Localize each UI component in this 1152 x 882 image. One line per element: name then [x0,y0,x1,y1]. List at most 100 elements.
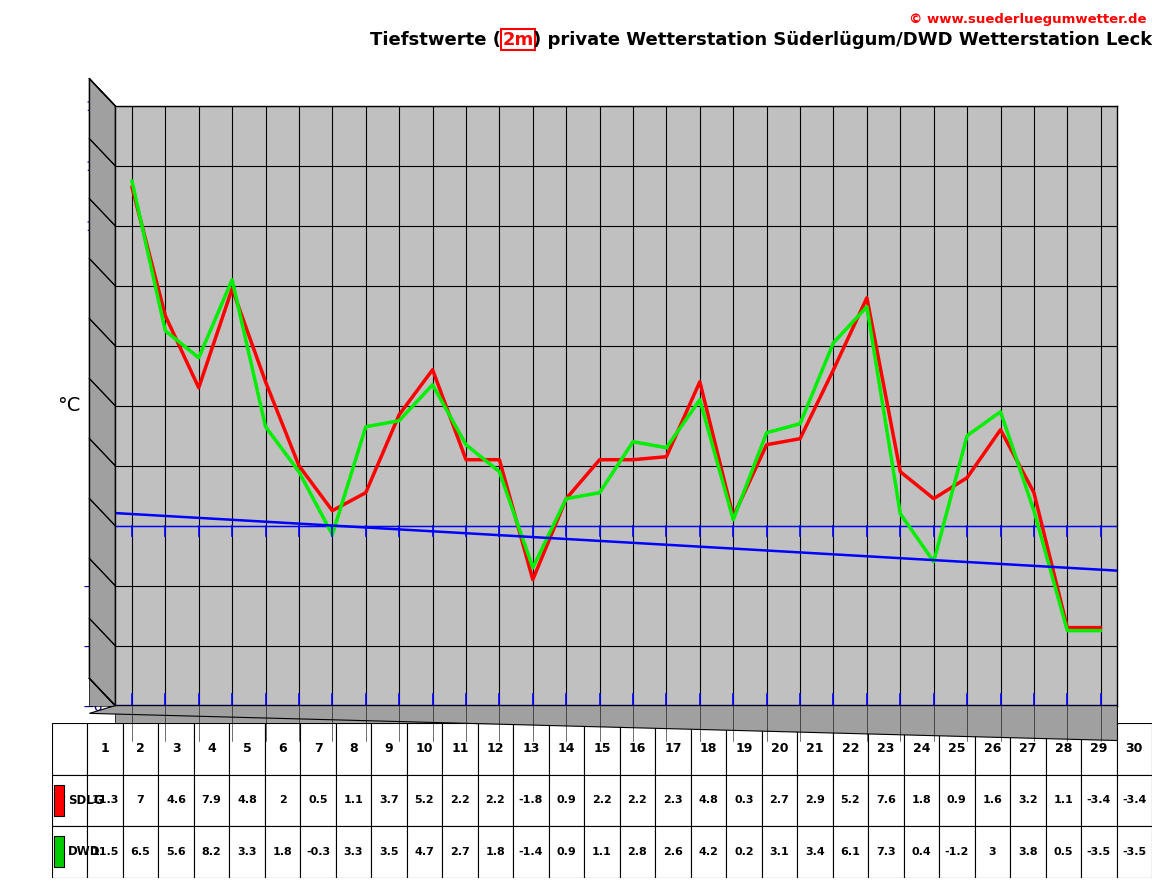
Bar [620,774,655,826]
Text: 2.2: 2.2 [592,796,612,805]
Bar [1046,826,1081,878]
Text: 9: 9 [385,743,393,756]
Text: 2.2: 2.2 [450,796,470,805]
Bar [158,774,194,826]
Bar [939,774,975,826]
Bar [229,723,265,774]
Text: 14: 14 [558,743,575,756]
Text: 4.6: 4.6 [166,796,187,805]
Text: 5.6: 5.6 [166,847,185,857]
Text: 6.5: 6.5 [130,847,151,857]
Text: 27: 27 [1020,743,1037,756]
Text: 3.1: 3.1 [770,847,789,857]
Text: 2.9: 2.9 [805,796,825,805]
Bar [88,774,123,826]
Text: 2.6: 2.6 [662,847,683,857]
Bar [229,826,265,878]
Bar [335,826,371,878]
Text: 15: 15 [593,743,611,756]
Bar [797,774,833,826]
Bar [1081,723,1116,774]
Text: 0.9: 0.9 [947,796,967,805]
Text: 0.9: 0.9 [556,847,576,857]
Text: -3.5: -3.5 [1086,847,1111,857]
Bar [123,826,158,878]
Text: -3.4: -3.4 [1122,796,1146,805]
Bar [1081,826,1116,878]
Bar [335,723,371,774]
Bar [1046,723,1081,774]
Text: -3.4: -3.4 [1086,796,1111,805]
Bar [54,785,65,816]
Text: 16: 16 [629,743,646,756]
Bar [869,826,903,878]
Text: 1: 1 [100,743,109,756]
Bar [265,723,301,774]
Bar [975,723,1010,774]
Text: -1.8: -1.8 [518,796,543,805]
Text: 26: 26 [984,743,1001,756]
Bar [620,826,655,878]
Text: 3.3: 3.3 [237,847,257,857]
Text: 0.3: 0.3 [734,796,753,805]
Text: 2.2: 2.2 [628,796,647,805]
Text: 24: 24 [912,743,930,756]
Bar [301,826,335,878]
Text: 0.5: 0.5 [1054,847,1073,857]
Text: 13: 13 [522,743,539,756]
Text: 12: 12 [486,743,505,756]
Bar [1081,774,1116,826]
Bar [584,723,620,774]
Bar [54,836,65,867]
Bar [513,774,548,826]
Text: 1.6: 1.6 [983,796,1002,805]
Text: 2.7: 2.7 [770,796,789,805]
Text: 2.3: 2.3 [664,796,683,805]
Text: 3.2: 3.2 [1018,796,1038,805]
Bar [975,826,1010,878]
Text: 8: 8 [349,743,358,756]
Text: 1.1: 1.1 [1053,796,1074,805]
Text: 2.2: 2.2 [486,796,506,805]
Text: 2.8: 2.8 [628,847,647,857]
Text: -0.3: -0.3 [306,847,331,857]
Text: 1.8: 1.8 [911,796,931,805]
Bar [478,774,513,826]
Text: 6: 6 [278,743,287,756]
Y-axis label: °C: °C [58,396,81,415]
Bar [265,774,301,826]
Text: 25: 25 [948,743,965,756]
Bar [797,723,833,774]
Text: 4.8: 4.8 [237,796,257,805]
Bar [939,826,975,878]
Bar [158,826,194,878]
Bar [655,774,691,826]
Bar [371,774,407,826]
Bar [442,723,478,774]
Bar [478,723,513,774]
Text: 5.2: 5.2 [841,796,861,805]
Bar [1116,826,1152,878]
Text: 3.8: 3.8 [1018,847,1038,857]
Bar [442,774,478,826]
Bar [726,774,761,826]
Text: 3.7: 3.7 [379,796,399,805]
Text: 0.2: 0.2 [734,847,753,857]
Bar [691,826,726,878]
Bar [1116,723,1152,774]
Bar [371,826,407,878]
Text: 0.4: 0.4 [911,847,931,857]
Bar [52,774,88,826]
Bar [869,723,903,774]
Text: -1.2: -1.2 [945,847,969,857]
Bar [939,723,975,774]
Text: 20: 20 [771,743,788,756]
Bar [478,826,513,878]
Bar [513,723,548,774]
Text: 3.5: 3.5 [379,847,399,857]
Bar [833,723,869,774]
Bar [1010,723,1046,774]
Text: 28: 28 [1054,743,1073,756]
Text: 21: 21 [806,743,824,756]
Text: -1.4: -1.4 [518,847,544,857]
